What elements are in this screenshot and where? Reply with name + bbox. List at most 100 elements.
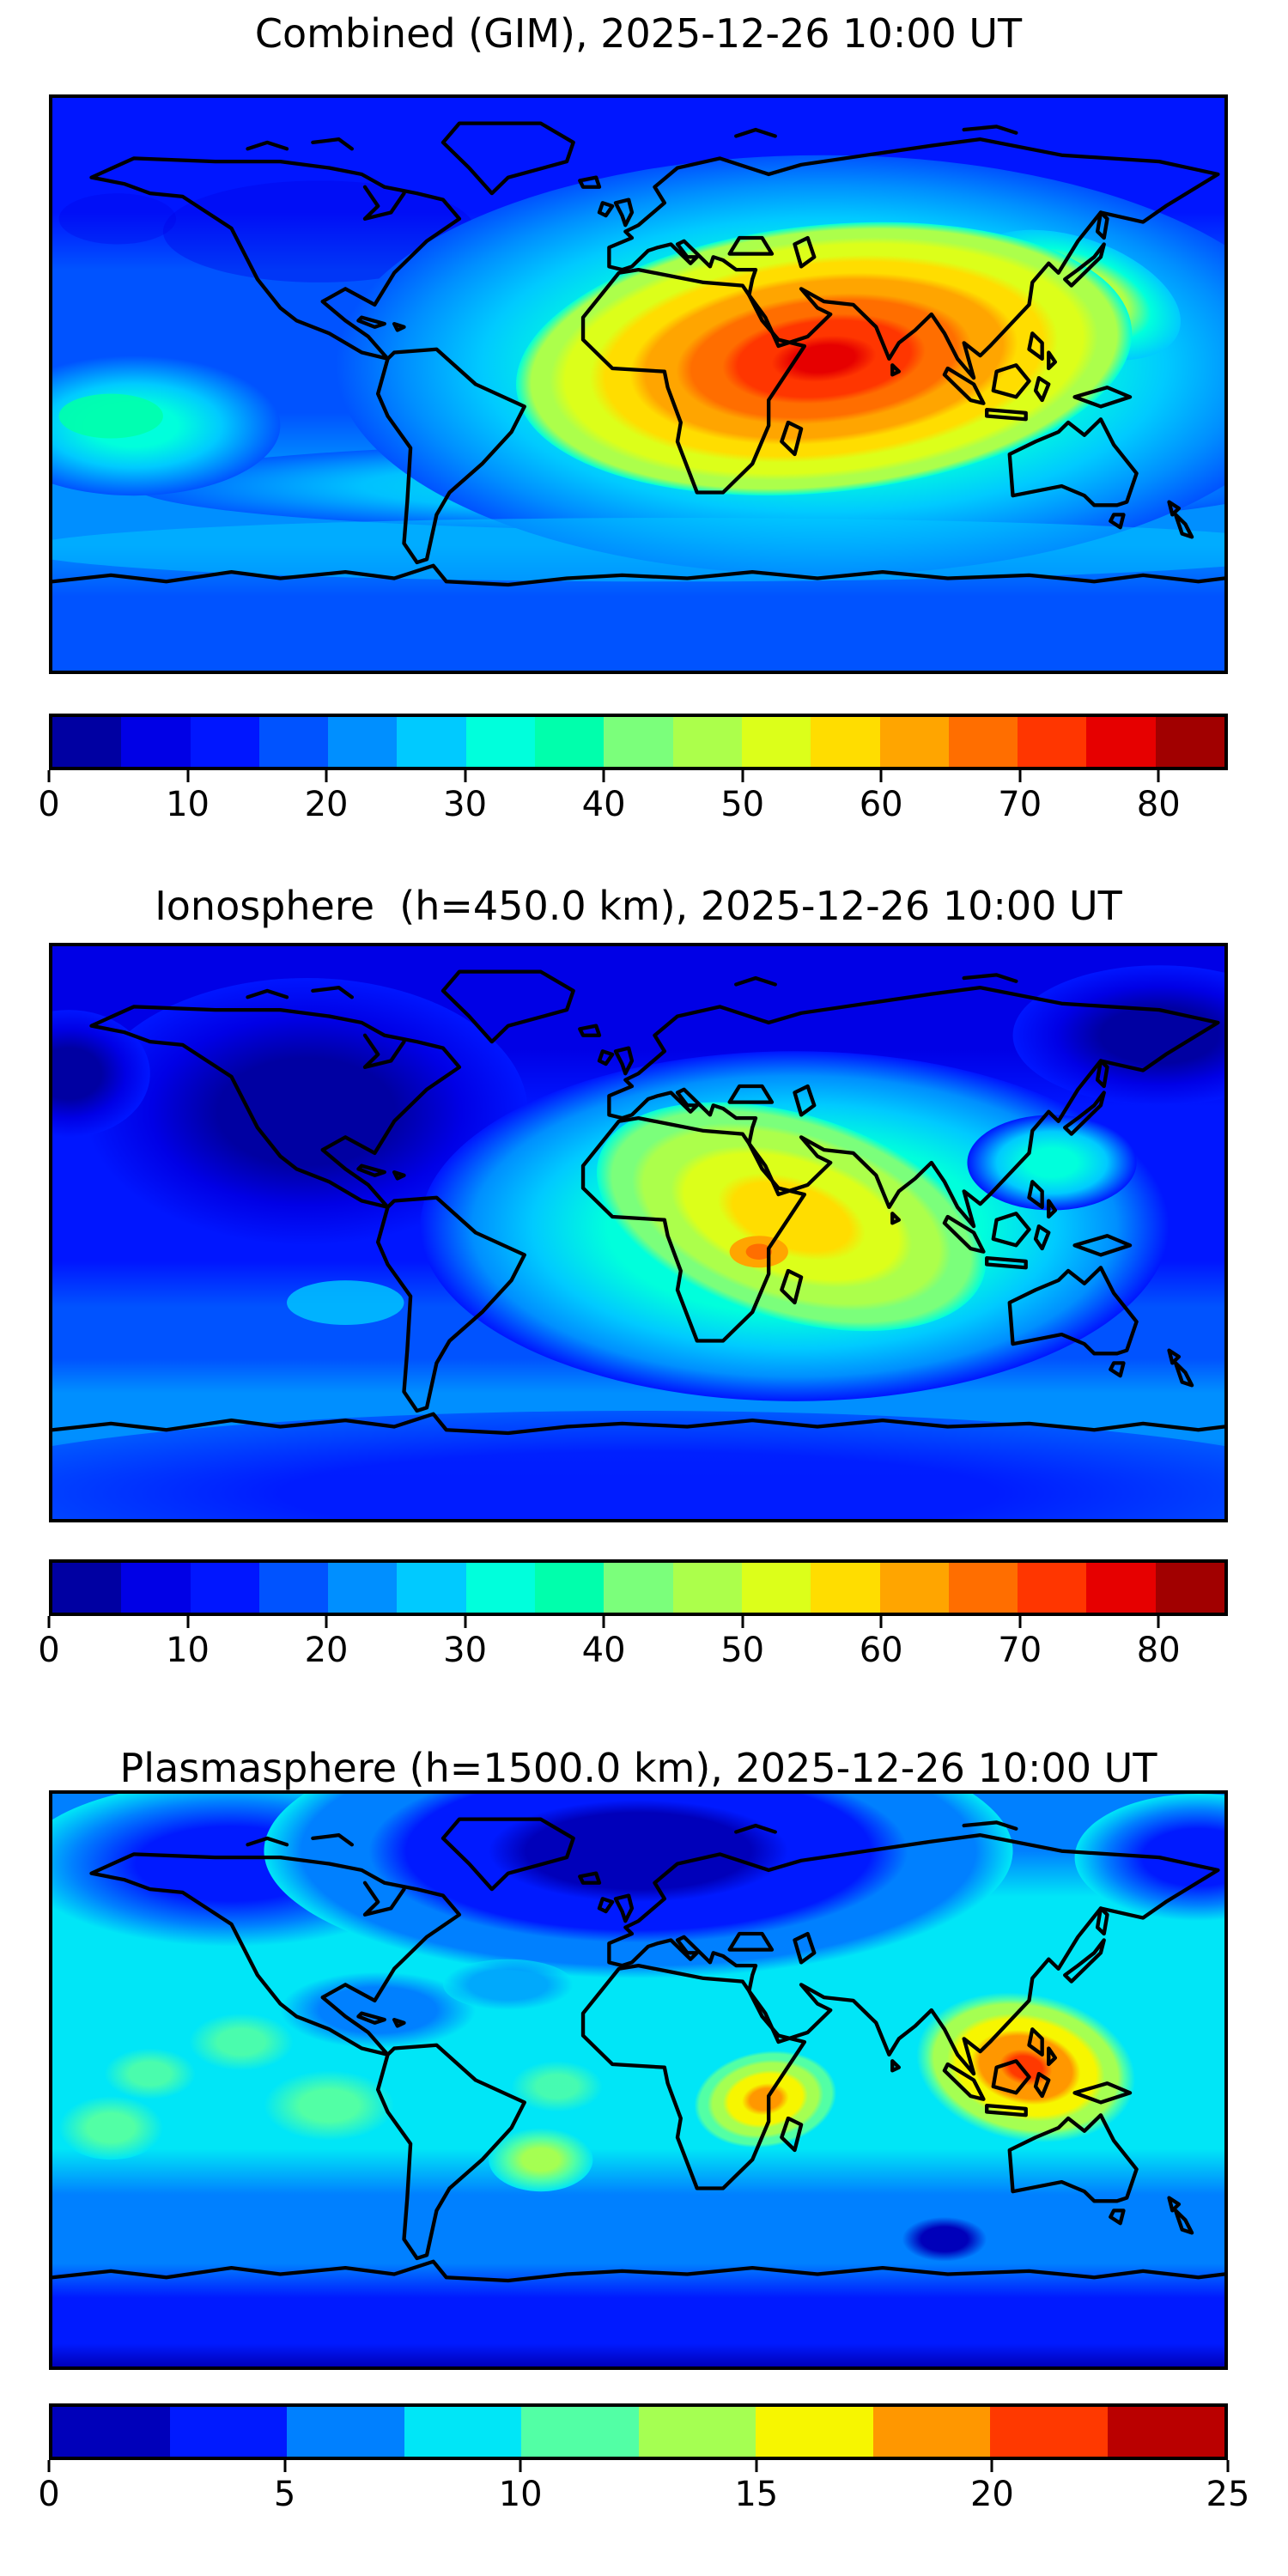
tick-mark	[990, 2460, 993, 2472]
colorbar-segment	[521, 2407, 639, 2457]
tick-label: 40	[581, 785, 626, 824]
colorbar-segment	[811, 1563, 880, 1613]
colorbar-ionosphere	[49, 1559, 1228, 1616]
tick-label: 15	[734, 2475, 779, 2514]
tick-label: 60	[859, 785, 903, 824]
world-map-ionosphere	[52, 946, 1224, 1519]
colorbar-segments	[52, 1563, 1225, 1613]
colorbar-segment	[121, 717, 191, 767]
world-map-combined	[52, 98, 1224, 671]
tick-mark	[1226, 2460, 1230, 2472]
colorbar-segment	[535, 1563, 605, 1613]
colorbar-segment	[672, 1563, 742, 1613]
colorbar-segment	[879, 1563, 949, 1613]
tick-mark	[1157, 1616, 1160, 1628]
colorbar-segment	[258, 717, 329, 767]
tick-label: 80	[1136, 785, 1181, 824]
tick-label: 70	[998, 1631, 1042, 1670]
colorbar-segment	[1018, 1563, 1087, 1613]
tick-label: 10	[166, 785, 210, 824]
tick-mark	[325, 1616, 328, 1628]
tick-label: 20	[304, 1631, 349, 1670]
colorbar-combined	[49, 714, 1228, 770]
colorbar-segment	[811, 717, 880, 767]
tick-mark	[879, 1616, 883, 1628]
tick-label: 50	[720, 1631, 765, 1670]
tick-mark	[519, 2460, 522, 2472]
colorbar-segment	[52, 1563, 122, 1613]
colorbar-segment	[190, 1563, 259, 1613]
tick-label: 0	[38, 1631, 60, 1670]
colorbar-ticks: 0 10 20 30 40 50 60 70 80	[38, 770, 1228, 865]
tick-mark	[186, 1616, 190, 1628]
tick-label: 80	[1136, 1631, 1181, 1670]
tick-label: 60	[859, 1631, 903, 1670]
colorbar-segments	[52, 717, 1225, 767]
tick-mark	[1018, 1616, 1022, 1628]
colorbar-segment	[990, 2407, 1108, 2457]
tick-mark	[602, 1616, 605, 1628]
colorbar-segment	[190, 717, 259, 767]
colorbar-segment	[948, 1563, 1018, 1613]
colorbar-segment	[948, 717, 1018, 767]
tick-mark	[755, 2460, 758, 2472]
colorbar-segment	[465, 1563, 536, 1613]
colorbar-segment	[741, 1563, 811, 1613]
tick-label: 0	[38, 2475, 60, 2514]
tick-mark	[464, 770, 467, 782]
colorbar-segment	[328, 717, 398, 767]
colorbar-segment	[1155, 717, 1225, 767]
tick-label: 10	[498, 2475, 543, 2514]
colorbar-segment	[872, 2407, 990, 2457]
tick-mark	[464, 1616, 467, 1628]
colorbar-segment	[52, 717, 122, 767]
tick-mark	[325, 770, 328, 782]
panel-title-combined: Combined (GIM), 2025-12-26 10:00 UT	[254, 10, 1023, 57]
colorbar-segment	[741, 717, 811, 767]
tick-mark	[186, 770, 190, 782]
colorbar-segment	[1086, 717, 1156, 767]
colorbar-segment	[604, 717, 673, 767]
colorbar-segment	[169, 2407, 287, 2457]
tick-mark	[1157, 770, 1160, 782]
tick-mark	[47, 770, 51, 782]
tick-label: 30	[443, 785, 488, 824]
colorbar-segment	[535, 717, 605, 767]
colorbar-segment	[672, 717, 742, 767]
colorbar-segment	[638, 2407, 756, 2457]
colorbar-segment	[465, 717, 536, 767]
world-map-plasmasphere	[52, 1794, 1224, 2366]
tick-mark	[741, 1616, 744, 1628]
colorbar-segment	[397, 717, 466, 767]
panel-title-plasmasphere: Plasmasphere (h=1500.0 km), 2025-12-26 1…	[119, 1745, 1157, 1791]
map-plasmasphere	[49, 1790, 1228, 2370]
colorbar-segment	[1107, 2407, 1224, 2457]
colorbar-segment	[756, 2407, 873, 2457]
tick-mark	[602, 770, 605, 782]
colorbar-segment	[397, 1563, 466, 1613]
tick-label: 25	[1206, 2475, 1250, 2514]
tick-label: 10	[166, 1631, 210, 1670]
tick-mark	[1018, 770, 1022, 782]
colorbar-segment	[287, 2407, 404, 2457]
colorbar-segments	[52, 2407, 1224, 2457]
tick-label: 20	[969, 2475, 1014, 2514]
colorbar-segment	[1086, 1563, 1156, 1613]
colorbar-plasmasphere	[49, 2403, 1228, 2460]
tick-mark	[879, 770, 883, 782]
map-ionosphere	[49, 943, 1228, 1522]
colorbar-segment	[1018, 717, 1087, 767]
panel-title-ionosphere: Ionosphere (h=450.0 km), 2025-12-26 10:0…	[155, 883, 1122, 929]
tick-label: 0	[38, 785, 60, 824]
colorbar-ticks: 0 10 20 30 40 50 60 70 80	[38, 1616, 1228, 1710]
colorbar-segment	[121, 1563, 191, 1613]
tick-mark	[283, 2460, 287, 2472]
tick-mark	[741, 770, 744, 782]
tick-mark	[47, 1616, 51, 1628]
tick-label: 40	[581, 1631, 626, 1670]
tick-label: 30	[443, 1631, 488, 1670]
colorbar-ticks: 0 5 10 15 20 25	[38, 2460, 1249, 2555]
tick-label: 50	[720, 785, 765, 824]
colorbar-segment	[879, 717, 949, 767]
